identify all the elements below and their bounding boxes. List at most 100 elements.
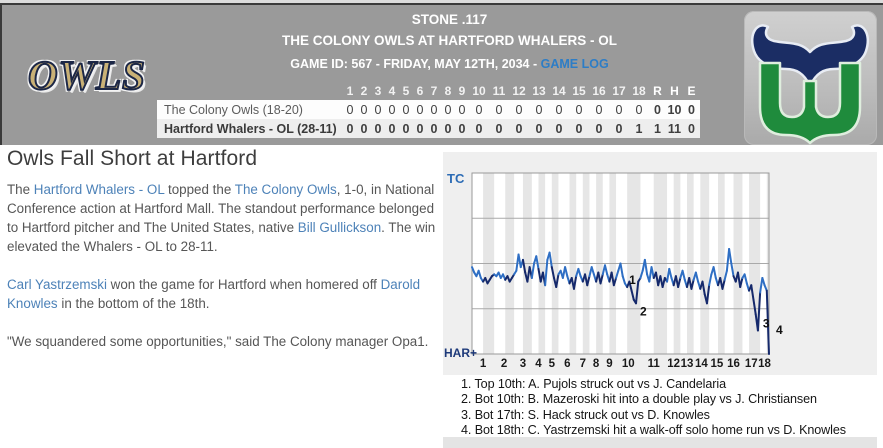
inning-score-cell: 0 <box>595 121 603 136</box>
win-probability-segment <box>759 276 764 294</box>
whale-tail-shape <box>751 24 869 88</box>
article-link[interactable]: Darold Knowles <box>7 277 421 311</box>
inning-header: 6 <box>416 84 424 98</box>
inning-header: 10 <box>472 84 486 98</box>
win-probability-segment <box>705 284 711 305</box>
win-probability-segment <box>681 269 686 281</box>
x-tick-label: 11 <box>648 358 661 370</box>
article-link[interactable]: Bill Gullickson <box>297 220 382 235</box>
game-log-link[interactable]: GAME LOG <box>540 57 609 71</box>
inning-score-cell: 0 <box>495 102 503 117</box>
win-probability-segment <box>635 280 640 305</box>
win-probability-segment <box>694 271 700 283</box>
win-probability-segment <box>765 289 770 355</box>
home-team-logo <box>744 11 877 145</box>
inning-header: 18 <box>632 84 646 98</box>
inning-score-cell: 0 <box>575 121 583 136</box>
win-probability-segment <box>750 284 755 301</box>
win-probability-segment <box>628 280 633 292</box>
inning-header: 17 <box>612 84 626 98</box>
x-tick-label: 12 <box>667 358 680 370</box>
linescore-row: The Colony Owls (18-20) 0 0 0 0 0 0 0 0 0 0 0 0 0 0 0 0 0… <box>157 100 700 119</box>
article-link[interactable]: Carl Yastrzemski <box>7 277 107 292</box>
article-headline: Owls Fall Short at Hartford <box>7 147 258 170</box>
inning-score-cell: 0 <box>458 121 466 136</box>
inning-score-cell: 0 <box>615 102 623 117</box>
inning-score-cell: 0 <box>416 102 424 117</box>
x-tick-label: 4 <box>535 358 542 370</box>
key-moment-item: 2. Bot 10th: B. Mazeroski hit into a dou… <box>461 392 817 407</box>
plot-border <box>471 172 770 355</box>
inning-header: 2 <box>360 84 368 98</box>
park-factor-title: STONE .117 <box>411 12 488 27</box>
x-tick-label: 17 <box>745 358 758 370</box>
inning-header: 12 <box>512 84 526 98</box>
total-score-cell: 10 <box>667 102 682 117</box>
inning-header: 1 <box>346 84 354 98</box>
inning-header: 16 <box>592 84 606 98</box>
inning-header: 4 <box>388 84 396 98</box>
total-score-cell: 0 <box>654 102 661 117</box>
article-text: topped the <box>164 182 235 197</box>
win-probability-segment <box>752 298 757 316</box>
win-probability-segment <box>548 251 553 269</box>
key-moment-item: 4. Bot 18th: C. Yastrzemski hit a walk-o… <box>461 423 846 438</box>
total-score-cell: 0 <box>688 102 695 117</box>
article-link[interactable]: Hartford Whalers - OL <box>33 182 165 197</box>
article-paragraph-2: Carl Yastrzemski won the game for Hartfo… <box>7 275 440 313</box>
game-header: OWLS STONE .117 THE COLONY OWLS AT HARTF… <box>0 5 883 145</box>
inning-score-cell: 0 <box>388 121 396 136</box>
article-text: , 1-0, in National Conference action at … <box>7 182 435 235</box>
inning-score-cell: 0 <box>346 121 354 136</box>
x-tick-label: 1 <box>480 358 487 370</box>
win-probability-segment <box>701 280 706 296</box>
win-probability-segment <box>639 269 644 279</box>
x-tick-label: 9 <box>606 358 612 370</box>
win-probability-segment <box>728 248 733 265</box>
x-tick-label: 5 <box>549 358 556 370</box>
inning-score-cell: 0 <box>555 121 563 136</box>
matchup-title: THE COLONY OWLS AT HARTFORD WHALERS - OL <box>282 33 617 48</box>
inning-score-cell: 0 <box>416 121 424 136</box>
win-probability-segment <box>690 278 695 290</box>
inning-score-cell: 0 <box>475 121 483 136</box>
inning-header: 7 <box>430 84 438 98</box>
inning-score-cell: 0 <box>430 121 438 136</box>
win-probability-segment <box>621 275 626 285</box>
linescore-header-row: 1 2 3 4 5 6 7 8 9 10 11 12 13 14 15 16 17 18 R H E <box>157 82 700 100</box>
article-link[interactable]: The Colony Owls <box>234 182 337 197</box>
inning-score-cell: 0 <box>374 102 382 117</box>
article-text: The <box>7 182 34 197</box>
total-header: R <box>653 84 662 98</box>
inning-score-cell: 0 <box>635 102 643 117</box>
bottom-divider <box>443 437 877 448</box>
win-probability-segment <box>586 275 591 287</box>
key-moment-item: 3. Bot 17th: S. Hack struck out vs D. Kn… <box>461 407 710 422</box>
total-header: E <box>687 84 696 98</box>
inning-score-cell: 0 <box>575 102 583 117</box>
win-probability-segment <box>530 262 536 279</box>
inning-score-cell: 0 <box>374 121 382 136</box>
win-probability-segment <box>756 291 762 332</box>
win-probability-segment <box>535 255 540 270</box>
inning-score-cell: 0 <box>515 102 523 117</box>
y-label-bottom: HAR+ <box>444 346 477 360</box>
game-info-line: GAME ID: 567 - FRIDAY, MAY 12TH, 2034 - … <box>162 56 737 72</box>
total-score-cell: 11 <box>667 121 682 136</box>
inning-score-cell: 0 <box>555 102 563 117</box>
inning-score-cell: 0 <box>595 102 603 117</box>
inning-header: 9 <box>458 84 466 98</box>
annotation-number: 3 <box>763 316 770 330</box>
top-strip <box>0 0 883 3</box>
top-border <box>0 3 883 5</box>
article-text: in the bottom of the 18th. <box>57 296 210 311</box>
win-probability-segment <box>643 258 649 276</box>
inning-score-cell: 0 <box>444 102 452 117</box>
win-probability-segment <box>650 266 655 279</box>
total-score-cell: 1 <box>654 121 661 136</box>
inning-header: 5 <box>402 84 410 98</box>
annotation-number: 4 <box>776 323 783 337</box>
linescore-row: Hartford Whalers - OL (28-11) 0 0 0 0 0 0 0 0 0 0 0… <box>157 119 700 138</box>
inning-score-cell: 0 <box>402 121 410 136</box>
